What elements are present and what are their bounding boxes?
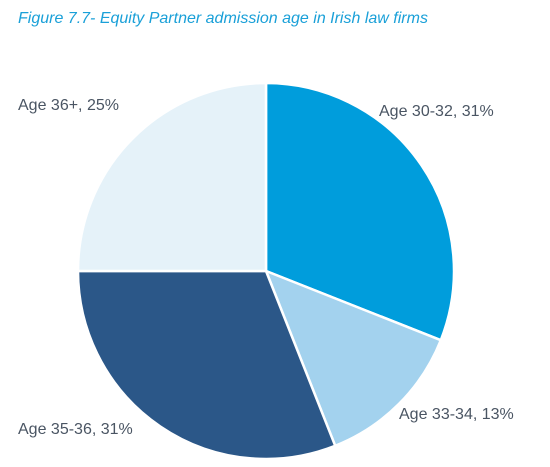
slice-label-age-35-36: Age 35-36, 31% xyxy=(18,421,133,438)
pie-slice-age-35-36 xyxy=(76,269,337,461)
slice-label-age-30-32: Age 30-32, 31% xyxy=(379,103,494,120)
slice-label-age-33-34: Age 33-34, 13% xyxy=(399,406,514,423)
pie-slice-age-33-34 xyxy=(264,269,443,448)
pie-slice-age-30-32 xyxy=(264,81,456,342)
chart-title: Figure 7.7- Equity Partner admission age… xyxy=(18,10,428,27)
pie-slice-age-36 xyxy=(76,81,268,273)
slice-label-age-36: Age 36+, 25% xyxy=(18,97,119,114)
